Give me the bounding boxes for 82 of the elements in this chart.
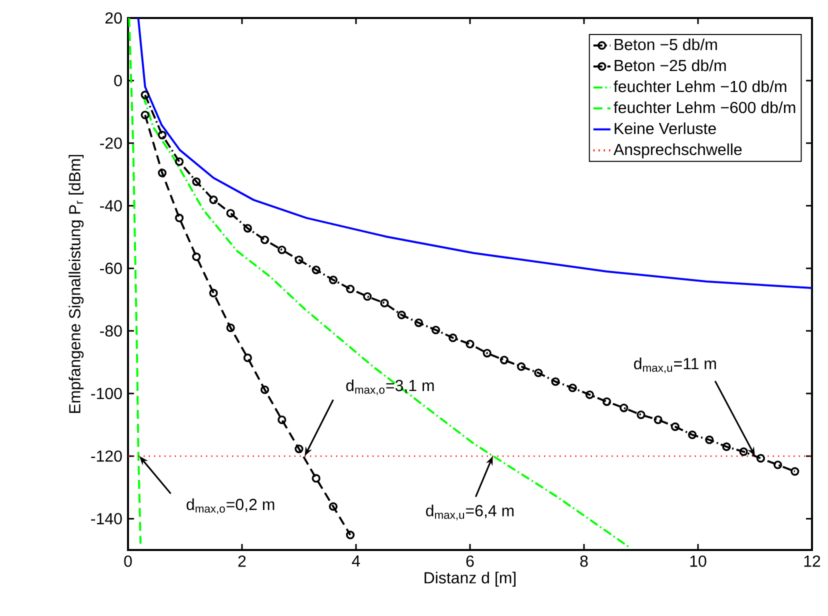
- point: [260, 236, 270, 244]
- x-tick-label: 4: [352, 556, 360, 567]
- x-tick-label: 8: [580, 556, 588, 567]
- point: [432, 326, 440, 334]
- annotation: d$_{max,o}$=0,2 m: [186, 498, 274, 514]
- point: [278, 246, 286, 254]
- point: [175, 157, 184, 166]
- x-tick-label: 2: [238, 556, 246, 567]
- point: [790, 467, 800, 476]
- point: [397, 310, 406, 320]
- point: [466, 340, 474, 348]
- point: [551, 377, 560, 386]
- point: [209, 196, 218, 204]
- legend-label: Beton −25 db/m: [614, 59, 726, 72]
- point: [414, 318, 423, 328]
- point: [363, 292, 372, 301]
- point: [636, 410, 646, 420]
- y-tick-label: -40: [100, 200, 122, 212]
- point: [312, 474, 320, 483]
- point: [670, 422, 680, 431]
- y-tick-label: 0: [114, 74, 122, 86]
- x-tick-label: 12: [804, 556, 820, 567]
- line-series: [137, 18, 812, 290]
- y-tick-label: -120: [91, 450, 122, 462]
- point: [482, 348, 492, 358]
- point: [620, 404, 628, 412]
- point: [226, 324, 235, 332]
- point: [140, 110, 150, 120]
- point: [312, 266, 320, 274]
- x-axis-title: Distanz d [m]: [424, 572, 516, 587]
- point: [294, 444, 304, 454]
- point: [175, 214, 184, 222]
- x-tick-label: 0: [124, 556, 132, 567]
- line-series: [128, 18, 142, 545]
- legend-label: feuchter Lehm −10 db/m: [614, 80, 786, 92]
- y-axis-title: Empfangene Signalleistung P$_{r}$ [dBm]: [68, 154, 84, 413]
- point: [739, 447, 748, 456]
- y-tick-label: -60: [100, 262, 122, 274]
- point: [517, 362, 526, 371]
- legend-label: Beton −5 db/m: [614, 38, 717, 50]
- point: [140, 90, 150, 100]
- x-tick-label: 6: [466, 556, 474, 567]
- point: [346, 284, 355, 294]
- point: [209, 288, 218, 298]
- point: [568, 384, 577, 392]
- point: [328, 276, 338, 284]
- point: [192, 177, 201, 186]
- annotation: d$_{max,u}$=11 m: [634, 358, 716, 374]
- point: [243, 354, 252, 362]
- point: [756, 454, 765, 463]
- point: [226, 208, 235, 218]
- legend-label: Ansprechschwelle: [613, 143, 742, 158]
- point: [328, 502, 338, 511]
- legend-label: Keine Verluste: [614, 122, 716, 134]
- annotation: d$_{max,u}$=6,4 m: [426, 504, 514, 520]
- point: [500, 356, 509, 364]
- annotation: d$_{max,o}$=3,1 m: [346, 379, 434, 396]
- point: [158, 168, 167, 178]
- point: [654, 416, 662, 424]
- point: [773, 460, 782, 470]
- point: [380, 298, 389, 308]
- legend-label: feuchter Lehm −600 db/m: [614, 101, 796, 114]
- y-tick-label: -20: [100, 138, 122, 149]
- point: [585, 390, 594, 400]
- point: [346, 530, 355, 540]
- point: [243, 224, 252, 233]
- point: [448, 334, 458, 342]
- point: [534, 368, 543, 378]
- x-tick-label: 10: [690, 556, 706, 567]
- point: [192, 252, 201, 262]
- point: [722, 442, 731, 452]
- y-tick-label: -100: [91, 388, 122, 400]
- y-tick-label: -140: [91, 513, 122, 524]
- point: [158, 130, 167, 140]
- point: [278, 416, 286, 424]
- point: [294, 256, 304, 264]
- point: [602, 397, 612, 406]
- point: [260, 385, 270, 394]
- point: [688, 430, 697, 440]
- y-tick-label: 20: [105, 12, 122, 24]
- point: [705, 436, 714, 444]
- y-tick-label: -80: [100, 325, 122, 337]
